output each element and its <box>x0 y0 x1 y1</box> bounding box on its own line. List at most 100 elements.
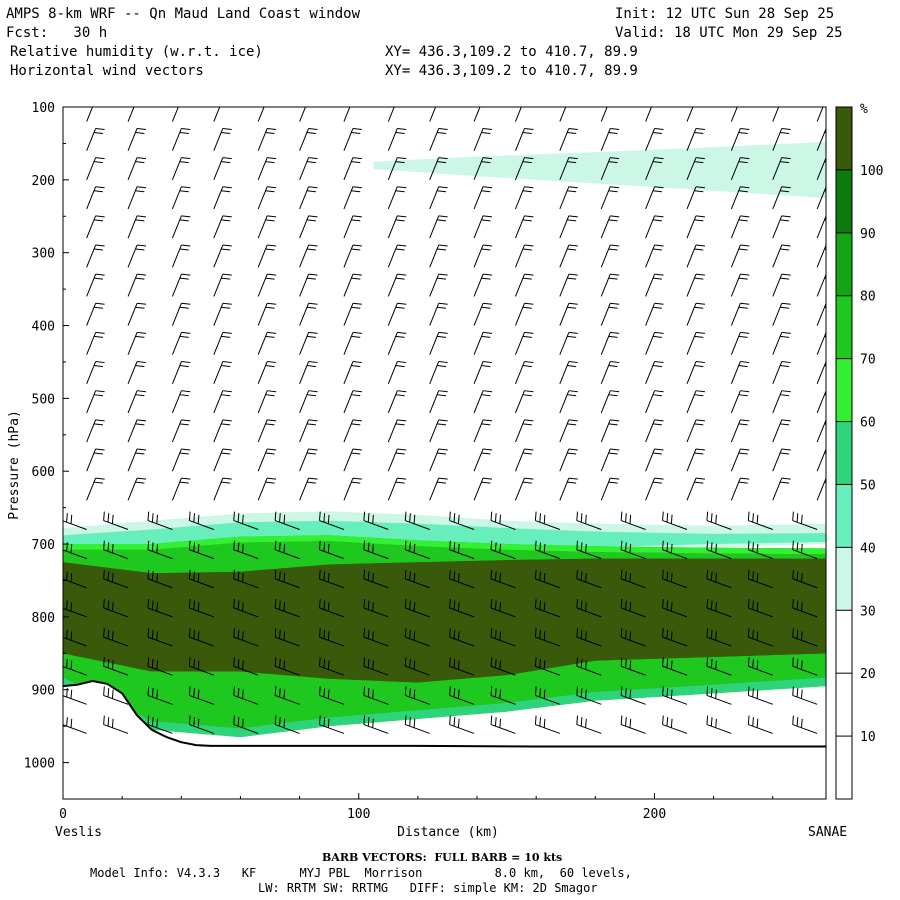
barb-staff <box>772 273 783 297</box>
wind-barb <box>171 186 191 210</box>
barb-feather <box>93 365 104 368</box>
barb-feather <box>367 658 370 668</box>
barb-feather <box>409 571 411 581</box>
barb-feather <box>111 514 114 524</box>
barb-feather <box>543 660 546 670</box>
barb-feather <box>409 542 411 552</box>
barb-feather <box>710 513 713 523</box>
wind-barb <box>363 569 389 589</box>
barb-feather <box>107 513 110 523</box>
wind-barb <box>686 390 705 414</box>
barb-staff <box>387 390 398 414</box>
wind-barb <box>274 569 300 589</box>
wind-barb <box>319 657 345 676</box>
barb-staff <box>171 303 182 326</box>
barb-feather <box>404 628 407 638</box>
barb-feather <box>576 569 579 579</box>
barb-feather <box>265 481 275 484</box>
barb-feather <box>780 394 790 397</box>
wind-barb <box>645 477 664 501</box>
barb-staff <box>429 107 437 122</box>
wind-barb <box>86 215 105 239</box>
barb-feather <box>625 658 627 668</box>
wind-barb <box>319 715 345 734</box>
wind-barb <box>792 715 818 734</box>
wind-barb <box>792 686 818 705</box>
barb-feather <box>666 658 669 668</box>
barb-feather <box>181 419 191 422</box>
wind-barb <box>63 628 87 647</box>
wind-barb <box>343 477 362 501</box>
barb-staff <box>686 186 697 210</box>
wind-barb <box>792 511 818 530</box>
barb-feather <box>413 602 416 612</box>
barb-feather <box>397 273 407 276</box>
barb-feather <box>181 127 191 130</box>
barb-feather <box>453 542 456 552</box>
wind-barb <box>473 419 493 443</box>
barb-feather <box>181 215 191 218</box>
wind-barb <box>816 107 824 122</box>
barb-feather <box>323 688 326 698</box>
barb-feather <box>352 127 362 130</box>
barb-feather <box>568 302 578 305</box>
barb-feather <box>221 219 231 222</box>
colorbar-level-label: 70 <box>860 353 876 368</box>
barb-feather <box>539 688 542 698</box>
wind-barb <box>473 331 493 355</box>
barb-feather <box>197 514 200 524</box>
barb-feather <box>265 219 275 222</box>
wind-barb <box>387 331 407 355</box>
barb-feather <box>543 631 546 641</box>
barb-feather <box>409 600 411 610</box>
wind-barb <box>103 598 129 618</box>
barb-feather <box>706 657 709 667</box>
barb-feather <box>483 331 493 334</box>
wind-barb <box>299 127 318 151</box>
barb-feather <box>576 657 579 667</box>
barb-feather <box>629 689 632 699</box>
barb-feather <box>265 277 275 280</box>
barb-feather <box>327 718 330 728</box>
wind-barb <box>429 419 448 443</box>
barb-feather <box>308 244 318 247</box>
barb-feather <box>242 660 244 670</box>
barb-feather <box>826 128 835 129</box>
wind-barb <box>86 127 105 151</box>
barb-staff <box>387 107 395 122</box>
barb-feather <box>654 448 664 451</box>
wind-barb <box>387 448 407 472</box>
colorbar-cell <box>836 358 852 422</box>
barb-feather <box>188 686 191 696</box>
barb-feather <box>93 481 104 484</box>
wind-barb <box>515 419 534 443</box>
barb-staff <box>816 303 826 326</box>
barb-feather <box>222 157 232 160</box>
wind-barb <box>429 273 448 297</box>
wind-barb <box>515 157 534 181</box>
barb-staff <box>343 215 354 239</box>
barb-staff <box>559 448 570 472</box>
barb-feather <box>395 394 405 397</box>
wind-barb <box>387 477 407 501</box>
barb-staff <box>559 128 570 151</box>
barb-feather <box>136 331 147 334</box>
barb-feather <box>107 717 110 727</box>
barb-feather <box>453 571 456 581</box>
barb-feather <box>283 660 286 670</box>
barb-feather <box>800 660 803 670</box>
barb-feather <box>610 390 620 393</box>
barb-feather <box>306 452 316 455</box>
wind-barb <box>127 419 147 443</box>
barb-feather <box>438 215 448 218</box>
wind-barb <box>257 215 277 239</box>
barb-feather <box>738 277 748 280</box>
barb-feather <box>233 598 235 609</box>
barb-feather <box>137 99 146 100</box>
colorbar-cell <box>836 169 852 233</box>
wind-barb <box>363 715 389 734</box>
barb-feather <box>608 219 618 222</box>
barb-feather <box>756 660 759 670</box>
barb-feather <box>437 394 447 397</box>
barb-staff <box>535 724 561 734</box>
